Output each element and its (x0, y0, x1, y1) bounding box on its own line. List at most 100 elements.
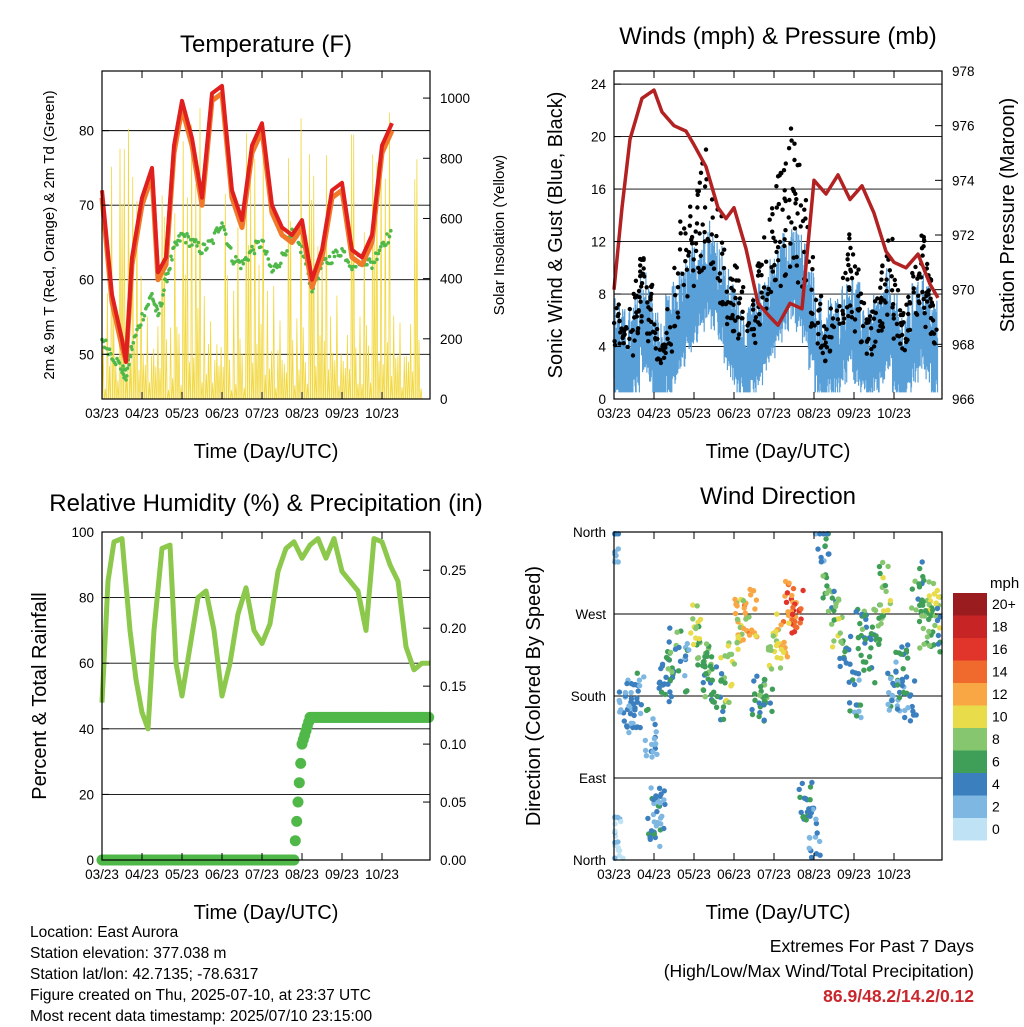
direction-point (800, 587, 806, 594)
direction-point (885, 670, 891, 676)
gust-point (852, 264, 858, 269)
direction-point (769, 686, 776, 692)
direction-point (800, 814, 806, 820)
direction-point (868, 636, 874, 643)
gust-point (665, 336, 670, 341)
dewpoint-point (284, 253, 288, 257)
colorbar-label: 10 (992, 709, 1008, 725)
gust-point (794, 197, 799, 202)
direction-point (661, 797, 667, 803)
precip-point (295, 757, 307, 769)
dewpoint-point (285, 249, 289, 253)
direction-point (786, 580, 792, 586)
direction-point (859, 626, 866, 632)
winds-xtick-label: 06/23 (717, 406, 751, 421)
temperature-xtick-label: 09/23 (325, 406, 359, 421)
gust-point (808, 310, 814, 315)
direction-point (933, 601, 939, 607)
direction-point (783, 599, 790, 605)
direction-point (753, 597, 760, 603)
gust-point (821, 324, 827, 329)
gust-point (678, 219, 683, 224)
dewpoint-point (386, 241, 391, 245)
direction-point (831, 617, 837, 623)
direction-point (868, 645, 874, 651)
wind-direction-xtick-label: 10/23 (877, 867, 911, 882)
gust-point (621, 328, 627, 334)
direction-point (641, 674, 647, 680)
dewpoint-point (200, 251, 204, 255)
direction-point (896, 689, 903, 696)
gust-point (904, 302, 909, 307)
direction-point (703, 641, 710, 647)
dewpoint-point (212, 231, 217, 235)
precip-point (293, 777, 305, 789)
solar-ytick-right-label: 800 (440, 151, 463, 166)
gust-point (745, 328, 750, 334)
gust-point (798, 203, 804, 208)
direction-point (831, 607, 837, 614)
direction-point (615, 546, 621, 552)
gust-point (907, 301, 913, 306)
gust-point (773, 239, 778, 244)
gust-point (630, 328, 635, 333)
gust-point (617, 341, 622, 346)
direction-point (924, 634, 931, 640)
gust-point (886, 238, 891, 243)
direction-point (936, 625, 943, 631)
gust-point (730, 312, 735, 318)
direction-point (820, 595, 826, 601)
direction-point (899, 644, 905, 650)
dewpoint-point (330, 261, 334, 265)
direction-point (784, 590, 791, 596)
direction-point (659, 661, 666, 667)
direction-point (757, 692, 763, 698)
gust-point (860, 323, 866, 329)
direction-point (847, 633, 854, 640)
temperature-xtick-label: 05/23 (165, 406, 199, 421)
gust-point (654, 326, 660, 332)
gust-point (894, 321, 900, 327)
gust-point (753, 340, 758, 346)
gust-point (845, 277, 850, 282)
gust-point (672, 323, 678, 329)
gust-point (782, 237, 787, 242)
dewpoint-point (259, 245, 263, 249)
colorbar-swatch (953, 705, 987, 728)
direction-point (847, 708, 853, 714)
direction-point (732, 610, 739, 617)
gust-point (871, 316, 877, 321)
direction-point (732, 596, 738, 603)
direction-point (893, 659, 899, 665)
gust-point (800, 218, 806, 224)
direction-point (814, 830, 820, 836)
gust-point (835, 317, 841, 322)
wind-direction-xtick-label: 03/23 (597, 867, 631, 882)
gust-point (636, 326, 641, 331)
gust-point (631, 291, 636, 297)
dewpoint-point (129, 344, 134, 349)
dewpoint-point (339, 254, 343, 258)
direction-point (820, 573, 826, 579)
wind-direction-ticks: 03/23 04/23 05/23 06/23 07/23 08/23 09/23 10/23… (571, 525, 942, 882)
direction-point (913, 607, 919, 613)
direction-point (677, 658, 684, 664)
gust-point (641, 266, 646, 271)
wind-direction-ytick-label: West (575, 607, 606, 622)
gust-point (815, 320, 821, 325)
gust-point (759, 290, 764, 295)
dewpoint-point (190, 243, 194, 247)
direction-point (917, 645, 923, 651)
gust-point (849, 309, 854, 315)
humidity-xtick-label: 09/23 (325, 867, 359, 882)
direction-point (841, 656, 847, 662)
temp-9m-series (99, 90, 395, 365)
dewpoint-point (141, 318, 146, 322)
direction-point (693, 624, 700, 630)
gust-point (766, 286, 771, 292)
wind-direction-ytick-label: East (579, 771, 606, 786)
direction-point (858, 652, 864, 658)
direction-point (769, 708, 775, 715)
wind-direction-panel: Wind Direction 03/23 04/23 05/23 06/23 07/23… (523, 483, 1019, 924)
humidity-title: Relative Humidity (%) & Precipitation (i… (49, 490, 482, 517)
